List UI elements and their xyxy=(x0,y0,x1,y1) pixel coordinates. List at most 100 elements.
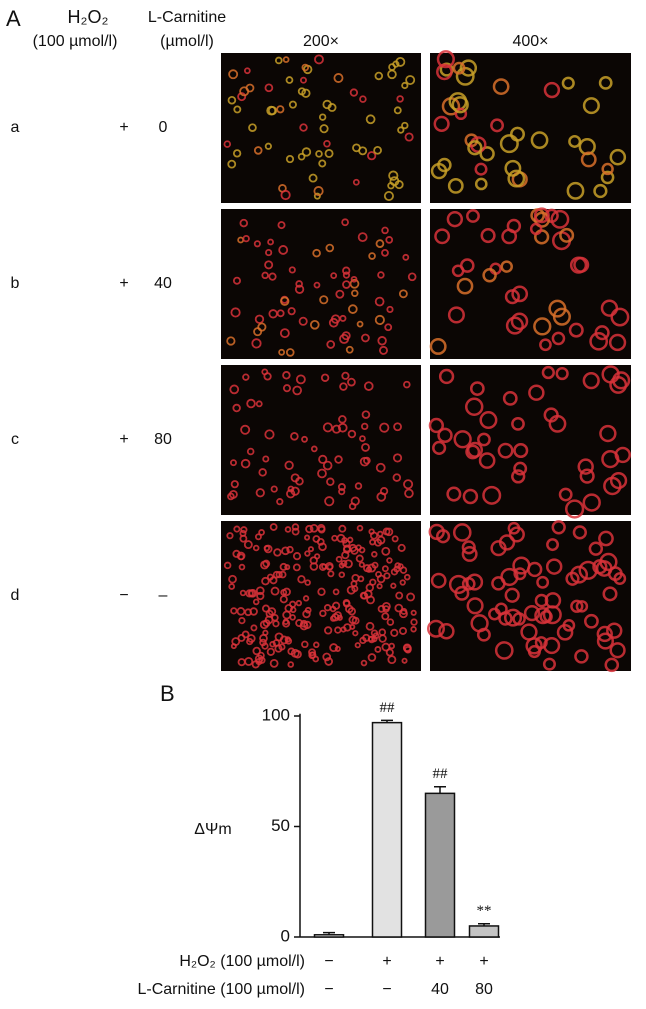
cell xyxy=(610,307,630,327)
cell xyxy=(564,499,585,519)
cell xyxy=(381,226,389,235)
cell xyxy=(466,441,484,458)
cell xyxy=(356,524,364,532)
cell xyxy=(592,559,608,575)
cell xyxy=(338,562,345,569)
y-axis-label: ΔΨm xyxy=(194,821,231,838)
cell xyxy=(410,626,417,633)
cell xyxy=(374,646,382,653)
cell xyxy=(325,243,335,253)
cell xyxy=(501,228,518,245)
cell xyxy=(332,588,340,596)
cell xyxy=(301,435,308,443)
cell xyxy=(228,69,239,80)
cell xyxy=(257,322,267,332)
cell xyxy=(381,248,389,257)
cell xyxy=(543,407,559,423)
cell xyxy=(377,271,385,279)
cell xyxy=(290,432,299,441)
cell xyxy=(490,118,505,133)
cell xyxy=(402,253,410,261)
panel-letter: A xyxy=(6,6,21,31)
error-bar xyxy=(381,719,393,723)
cell xyxy=(261,271,269,280)
cell xyxy=(238,563,246,571)
cell xyxy=(498,611,513,626)
cell xyxy=(284,636,291,643)
cell xyxy=(341,218,349,227)
cell xyxy=(291,523,300,531)
cell xyxy=(238,616,246,625)
cell xyxy=(246,634,256,643)
cell xyxy=(464,397,484,416)
cell xyxy=(534,636,548,650)
cell xyxy=(580,151,597,168)
carnitine-dose: 40 xyxy=(154,275,172,292)
cell xyxy=(276,105,285,114)
cell xyxy=(561,76,575,90)
cell xyxy=(228,574,237,584)
cell xyxy=(500,260,513,273)
cell xyxy=(461,576,476,591)
cell xyxy=(511,469,526,484)
cell xyxy=(447,177,464,194)
error-bar xyxy=(434,785,446,794)
cell xyxy=(361,422,369,431)
cell xyxy=(338,415,347,424)
cell xyxy=(367,653,377,662)
cell xyxy=(437,427,453,444)
cell xyxy=(358,561,365,568)
cell xyxy=(240,526,248,534)
cell xyxy=(312,248,321,258)
cell xyxy=(454,107,468,121)
cell xyxy=(223,561,232,570)
h2o2-sign: + xyxy=(119,119,128,136)
cell xyxy=(240,458,251,469)
cell xyxy=(398,289,408,299)
cell xyxy=(527,561,543,578)
cell xyxy=(394,562,402,569)
cell xyxy=(252,598,260,606)
cell xyxy=(381,612,390,621)
cell xyxy=(337,483,346,491)
cell xyxy=(285,154,295,164)
cell xyxy=(459,258,475,273)
cell xyxy=(352,630,359,637)
micrograph-bg xyxy=(221,209,421,359)
cell xyxy=(404,488,414,499)
cell xyxy=(228,489,238,499)
cell xyxy=(350,496,360,506)
cell xyxy=(544,592,562,609)
cell xyxy=(596,625,613,643)
cell xyxy=(233,525,241,533)
cell xyxy=(507,169,526,188)
cell xyxy=(604,657,620,673)
cell xyxy=(334,626,342,634)
cell xyxy=(343,559,353,569)
cell xyxy=(310,445,318,453)
cell xyxy=(394,603,404,613)
cell xyxy=(343,623,352,632)
cell xyxy=(365,114,376,125)
cell xyxy=(386,618,395,626)
cell xyxy=(264,142,272,150)
cell xyxy=(555,366,569,381)
cell xyxy=(328,317,339,328)
cell xyxy=(255,658,263,666)
cell xyxy=(600,299,619,317)
error-bar xyxy=(323,931,335,935)
cell xyxy=(278,348,286,356)
cell xyxy=(466,597,484,615)
cell xyxy=(466,209,480,223)
cell xyxy=(304,550,311,557)
cell xyxy=(565,571,580,586)
cell xyxy=(227,492,235,501)
cell xyxy=(254,533,262,541)
cell xyxy=(272,570,281,579)
cell xyxy=(556,624,574,641)
cell xyxy=(302,595,310,602)
cell xyxy=(288,266,296,274)
cell xyxy=(397,126,405,134)
cell xyxy=(250,624,258,632)
cell xyxy=(268,309,278,319)
